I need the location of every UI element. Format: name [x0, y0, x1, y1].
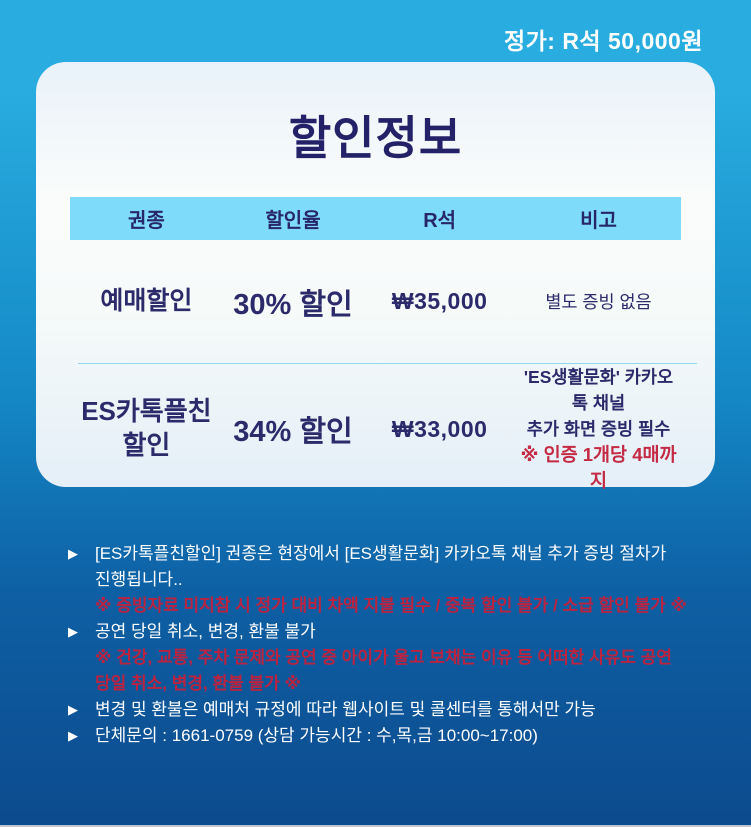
bullet-triangle-icon: ▶ — [68, 546, 78, 561]
bullet-triangle-icon: ▶ — [68, 624, 78, 639]
column-header-r-seat: R석 — [423, 210, 457, 232]
remarks-warning-text: ※ 인증 1개당 4매까지 — [520, 444, 677, 491]
list-item: ※ 증빙자료 미지참 시 정가 대비 차액 지불 필수 / 중복 할인 불가 /… — [68, 593, 696, 619]
remarks-text: 별도 증빙 없음 — [545, 291, 652, 312]
discount-rate-value: 34% 할인 — [233, 416, 353, 448]
bullet-triangle-icon: ▶ — [68, 728, 78, 743]
table-row: ES카톡플친 할인 34% 할인 ₩33,000 'ES생활문화' 카카오톡 채… — [70, 364, 681, 491]
list-item: ▶ 공연 당일 취소, 변경, 환불 불가 — [68, 619, 696, 645]
notice-text: 공연 당일 취소, 변경, 환불 불가 — [95, 622, 316, 641]
list-item: ※ 건강, 교통, 주차 문제와 공연 중 아이가 울고 보채는 이유 등 어떠… — [68, 645, 696, 697]
notice-warning-text: ※ 건강, 교통, 주차 문제와 공연 중 아이가 울고 보채는 이유 등 어떠… — [95, 648, 672, 693]
notice-list: ▶ [ES카톡플친할인] 권종은 현장에서 [ES생활문화] 카카오톡 채널 추… — [68, 541, 696, 749]
list-item: ▶ 단체문의 : 1661-0759 (상담 가능시간 : 수,목,금 10:0… — [68, 723, 696, 749]
price-value: ₩35,000 — [391, 288, 488, 314]
table-header-row: 권종 할인율 R석 비고 — [70, 197, 681, 240]
discount-rate-value: 30% 할인 — [233, 288, 353, 321]
list-item: ▶ 변경 및 환불은 예매처 규정에 따라 웹사이트 및 콜센터를 통해서만 가… — [68, 697, 696, 723]
remarks-text: 'ES생활문화' 카카오톡 채널 추가 화면 증빙 필수 — [523, 367, 674, 439]
page-title: 할인정보 — [288, 112, 463, 164]
column-header-discount-rate: 할인율 — [265, 210, 321, 232]
discount-info-card: 할인정보 권종 할인율 R석 비고 예매할인 30% 할인 ₩35,000 별도… — [36, 62, 715, 491]
notice-text: 변경 및 환불은 예매처 규정에 따라 웹사이트 및 콜센터를 통해서만 가능 — [95, 700, 596, 719]
column-header-remarks: 비고 — [580, 210, 617, 232]
notice-text: [ES카톡플친할인] 권종은 현장에서 [ES생활문화] 카카오톡 채널 추가 … — [95, 544, 667, 589]
notice-text: 단체문의 : 1661-0759 (상담 가능시간 : 수,목,금 10:00~… — [95, 726, 538, 745]
column-header-ticket-type: 권종 — [127, 210, 165, 232]
ticket-type-value: ES카톡플친 할인 — [81, 396, 212, 460]
row-divider — [78, 363, 697, 364]
table-row: 예매할인 30% 할인 ₩35,000 별도 증빙 없음 — [70, 240, 681, 363]
list-item: ▶ [ES카톡플친할인] 권종은 현장에서 [ES생활문화] 카카오톡 채널 추… — [68, 541, 696, 593]
bottom-edge-line — [0, 825, 751, 827]
bullet-triangle-icon: ▶ — [68, 702, 78, 717]
ticket-type-value: 예매할인 — [100, 287, 193, 316]
price-value: ₩33,000 — [391, 415, 488, 442]
regular-price-label: 정가: R석 50,000원 — [503, 28, 703, 54]
notice-warning-text: ※ 증빙자료 미지참 시 정가 대비 차액 지불 필수 / 중복 할인 불가 /… — [95, 596, 687, 615]
